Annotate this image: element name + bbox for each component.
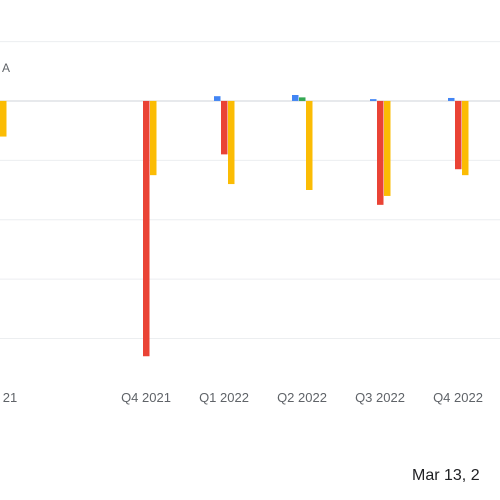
bar-series4-q4-2021 [150,100,157,176]
bar-series3-q4-2022 [455,100,462,170]
x-tick-label: Q4 2021 [121,390,171,405]
bar-series1-q2-2022 [292,95,299,101]
bar-series4-q1-2022 [228,100,235,185]
bar-series4-q4-2022 [462,100,469,176]
bars [0,95,469,357]
x-tick-label: Q4 2022 [433,390,483,405]
bar-series2-q2-2022 [299,97,306,101]
bar-series4-q3-2022 [384,100,391,196]
gridlines [0,41,500,339]
x-tick-label: Q2 2022 [277,390,327,405]
bar-series1-q1-2022 [214,96,221,101]
corner-label: A [2,61,10,75]
bar-series1-q3-2022 [370,99,377,101]
x-tick-label: Q3 2022 [355,390,405,405]
footer-date: Mar 13, 2 [412,467,480,484]
bar-series3-q3-2022 [377,100,384,205]
bar-series1-q4-2022 [448,97,455,101]
bar-series4-2021 [0,100,7,137]
x-tick-label: Q1 2022 [199,390,249,405]
bar-series3-q1-2022 [221,100,228,155]
bar-series3-q4-2021 [143,100,150,357]
bar-series4-q2-2022 [306,100,313,190]
x-tick-label: 21 [3,390,17,405]
